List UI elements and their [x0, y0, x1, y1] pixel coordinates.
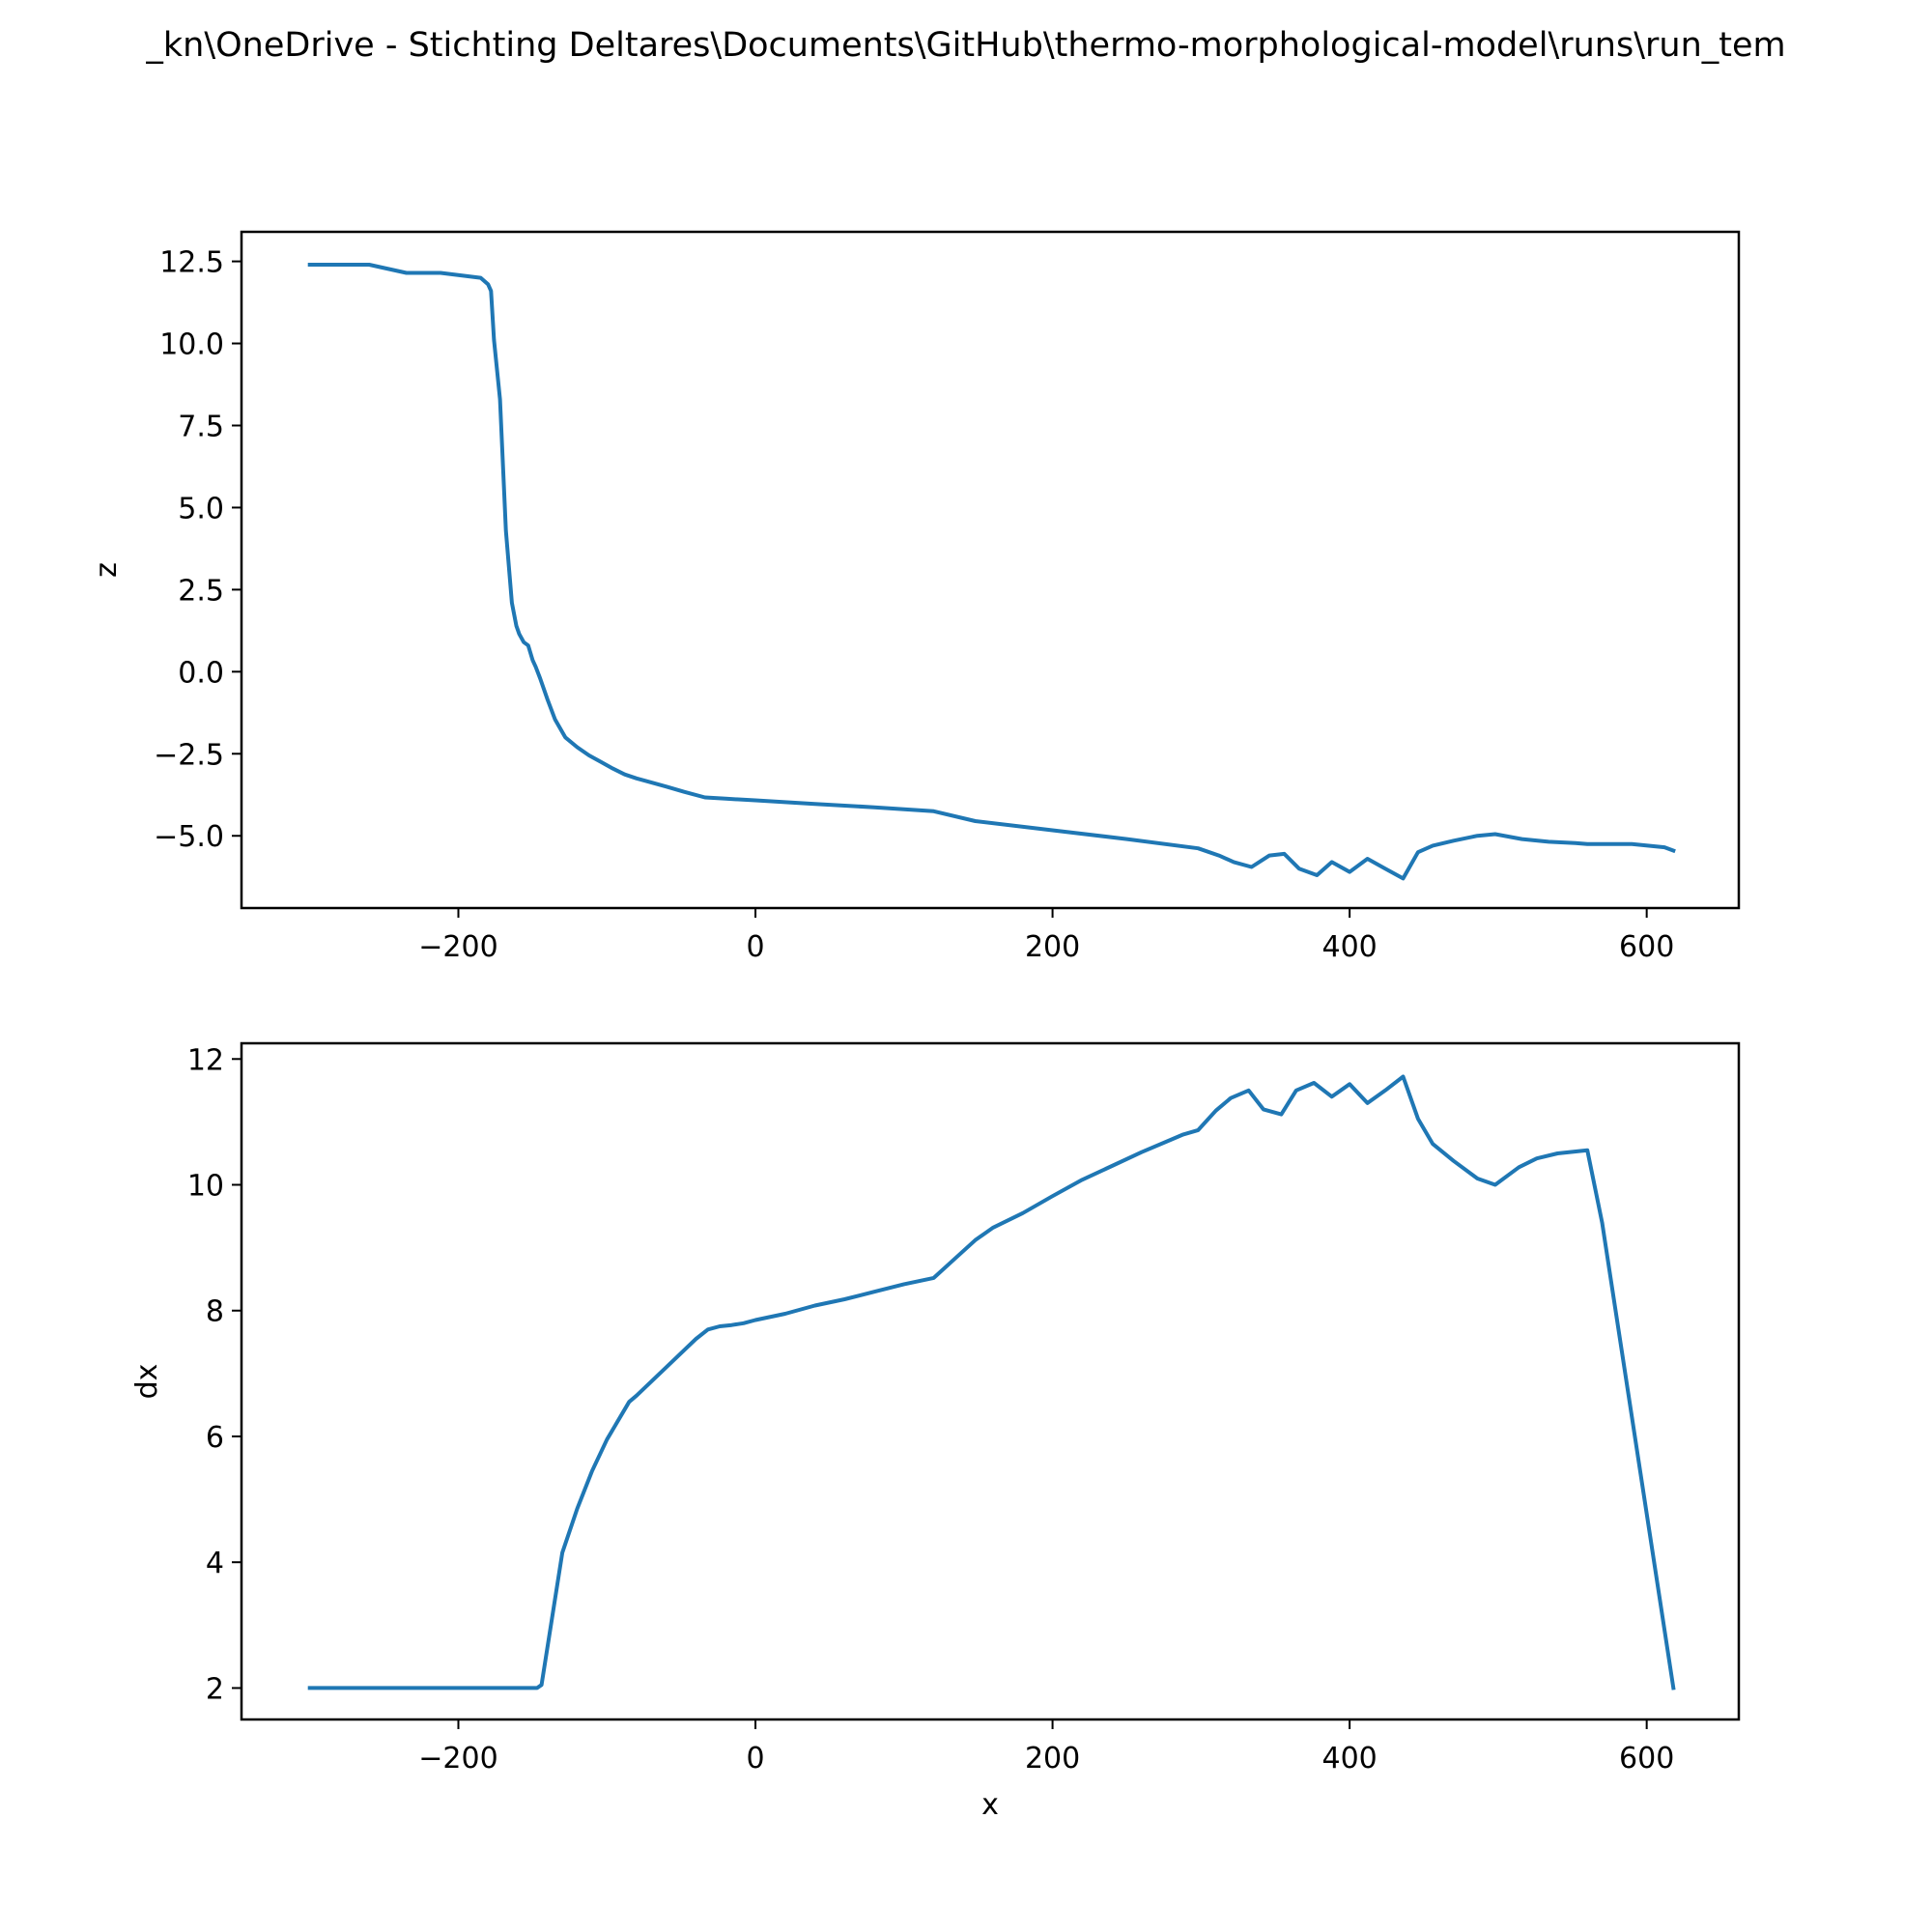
y-tick-label: −2.5: [154, 738, 224, 772]
y-tick-label: −5.0: [154, 820, 224, 854]
x-axis-ticks: −200 0 200 400 600: [418, 908, 1674, 964]
y-tick-label: 2.5: [178, 574, 224, 608]
x-axis-ticks: −200 0 200 400 600: [418, 1719, 1674, 1776]
y-tick-label: 10.0: [159, 328, 224, 362]
y-tick-label: 12.5: [159, 246, 224, 280]
z-series-line: [307, 263, 1676, 881]
x-axis-label: x: [981, 1788, 999, 1822]
axes-frame: [240, 230, 1741, 910]
y-tick-label: 0.0: [178, 656, 224, 690]
y-axis-label: dx: [130, 1364, 164, 1400]
y-tick-label: 6: [206, 1421, 224, 1455]
x-tick-label: 400: [1321, 1742, 1377, 1776]
y-tick-label: 7.5: [178, 410, 224, 443]
y-axis-label: z: [90, 562, 124, 578]
axes-bottom-dx-profile: −200 0 200 400 600 2 4 6 8 10 12 dx x: [130, 1041, 1741, 1822]
y-tick-label: 12: [187, 1043, 224, 1077]
x-tick-label: 0: [746, 1742, 764, 1776]
x-tick-label: −200: [418, 1742, 497, 1776]
y-tick-label: 10: [187, 1170, 224, 1204]
x-tick-label: 400: [1321, 930, 1377, 964]
x-tick-label: 0: [746, 930, 764, 964]
y-tick-label: 5.0: [178, 492, 224, 526]
x-tick-label: 200: [1025, 1742, 1080, 1776]
y-axis-ticks: −5.0 −2.5 0.0 2.5 5.0 7.5 10.0 12.5: [154, 246, 242, 854]
y-tick-label: 4: [206, 1547, 224, 1580]
y-axis-ticks: 2 4 6 8 10 12: [187, 1043, 242, 1706]
y-tick-label: 2: [206, 1672, 224, 1706]
x-tick-label: 200: [1025, 930, 1080, 964]
x-tick-label: 600: [1619, 930, 1674, 964]
x-tick-label: 600: [1619, 1742, 1674, 1776]
dx-series-line: [307, 1074, 1676, 1690]
y-tick-label: 8: [206, 1295, 224, 1329]
x-tick-label: −200: [418, 930, 497, 964]
axes-top-z-profile: −200 0 200 400 600 −5.0 −2.5 0.0 2.5 5.0 7.5 10.0 1…: [90, 230, 1741, 964]
figure-suptitle: _kn\OneDrive - Stichting Deltares\Docume…: [145, 26, 1785, 65]
axes-frame: [240, 1041, 1741, 1721]
